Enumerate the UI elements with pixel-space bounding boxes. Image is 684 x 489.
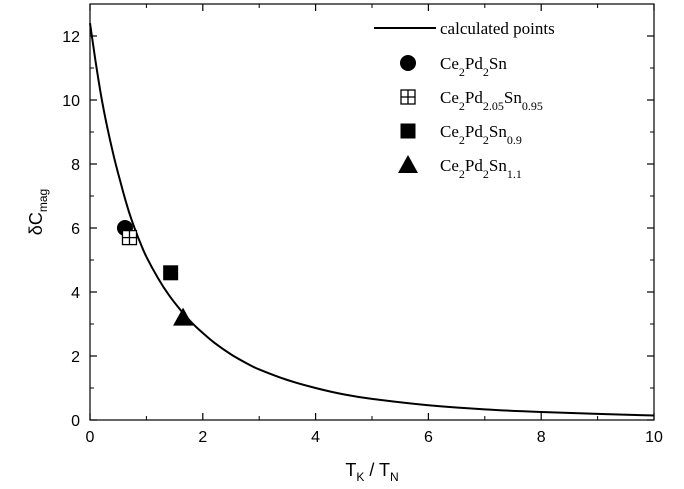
legend-marker-triangle <box>398 155 418 173</box>
axis-ticks: 0 2 4 6 8 10 0 2 4 6 8 10 12 <box>62 4 663 446</box>
y-tick-label-1: 2 <box>71 349 80 366</box>
legend-marker-circle <box>400 55 416 71</box>
y-tick-label-0: 0 <box>71 413 80 430</box>
legend-label-0: Ce2Pd2Sn <box>440 54 507 79</box>
x-tick-label-3: 6 <box>424 429 433 446</box>
y-tick-label-2: 4 <box>71 285 80 302</box>
x-tick-label-0: 0 <box>86 429 95 446</box>
legend-marker-square-plus <box>400 89 416 105</box>
data-point-square-plus-1-0 <box>121 229 138 246</box>
data-point-square-2-0 <box>163 265 179 281</box>
legend-marker-square <box>400 123 416 139</box>
x-tick-label-4: 8 <box>537 429 546 446</box>
legend-label-3: Ce2Pd2Sn1.1 <box>440 156 522 181</box>
y-tick-label-4: 8 <box>71 157 80 174</box>
y-tick-label-3: 6 <box>71 221 80 238</box>
legend-label-2: Ce2Pd2Sn0.9 <box>440 122 522 147</box>
legend-label-calculated: calculated points <box>440 19 555 38</box>
y-tick-label-6: 12 <box>62 29 80 46</box>
marker-layer <box>116 220 194 326</box>
calculated-curve <box>89 23 655 417</box>
plot-frame <box>89 3 655 421</box>
legend: calculated points Ce2Pd2Sn Ce2Pd2.05Sn0.95… <box>374 19 555 181</box>
x-tick-label-5: 10 <box>645 429 663 446</box>
curve-layer <box>89 23 655 417</box>
data-point-triangle-3-0 <box>173 307 194 326</box>
y-tick-label-5: 10 <box>62 93 80 110</box>
y-axis-label: δCmag <box>26 189 50 235</box>
legend-label-1: Ce2Pd2.05Sn0.95 <box>440 88 543 113</box>
x-tick-label-2: 4 <box>311 429 320 446</box>
x-tick-label-1: 2 <box>198 429 207 446</box>
x-axis-label: TK / TN <box>345 460 398 484</box>
